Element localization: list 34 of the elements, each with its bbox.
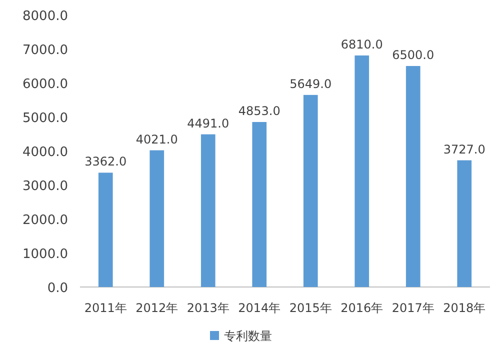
x-tick-label: 2015年 [289, 301, 332, 315]
x-tick-label: 2014年 [238, 301, 281, 315]
data-label: 6810.0 [340, 37, 383, 52]
bar [98, 172, 113, 287]
bar [354, 55, 370, 287]
y-tick-label: 8000.0 [22, 9, 68, 24]
y-tick-label: 6000.0 [22, 77, 68, 92]
y-tick-label: 3000.0 [22, 179, 68, 194]
bar [252, 122, 267, 287]
y-tick-label: 4000.0 [22, 145, 68, 160]
x-tick-label: 2016年 [340, 301, 384, 315]
x-tick-label: 2013年 [186, 301, 230, 315]
x-tick-label: 2018年 [443, 301, 486, 315]
bar [303, 94, 318, 287]
data-label: 4853.0 [238, 104, 280, 118]
data-label: 5649.0 [290, 76, 332, 91]
bar [457, 160, 472, 287]
y-tick-label: 2000.0 [22, 213, 68, 228]
data-label: 4491.0 [187, 116, 230, 130]
data-label: 3362.0 [84, 154, 127, 169]
x-tick-label: 2017年 [392, 301, 434, 315]
bar [200, 134, 216, 287]
data-label: 6500.0 [392, 48, 434, 62]
y-tick-label: 1000.0 [22, 247, 68, 262]
y-tick-label: 0.0 [47, 281, 68, 296]
bar [150, 150, 164, 287]
x-tick-label: 2012年 [136, 301, 178, 315]
y-tick-label: 5000.0 [22, 111, 68, 126]
data-label: 3727.0 [443, 142, 486, 156]
legend-label: 专利数量 [224, 329, 272, 343]
bar [406, 66, 420, 287]
data-label: 4021.0 [136, 132, 178, 146]
x-tick-label: 2011年 [84, 301, 127, 315]
y-tick-label: 7000.0 [22, 43, 68, 58]
